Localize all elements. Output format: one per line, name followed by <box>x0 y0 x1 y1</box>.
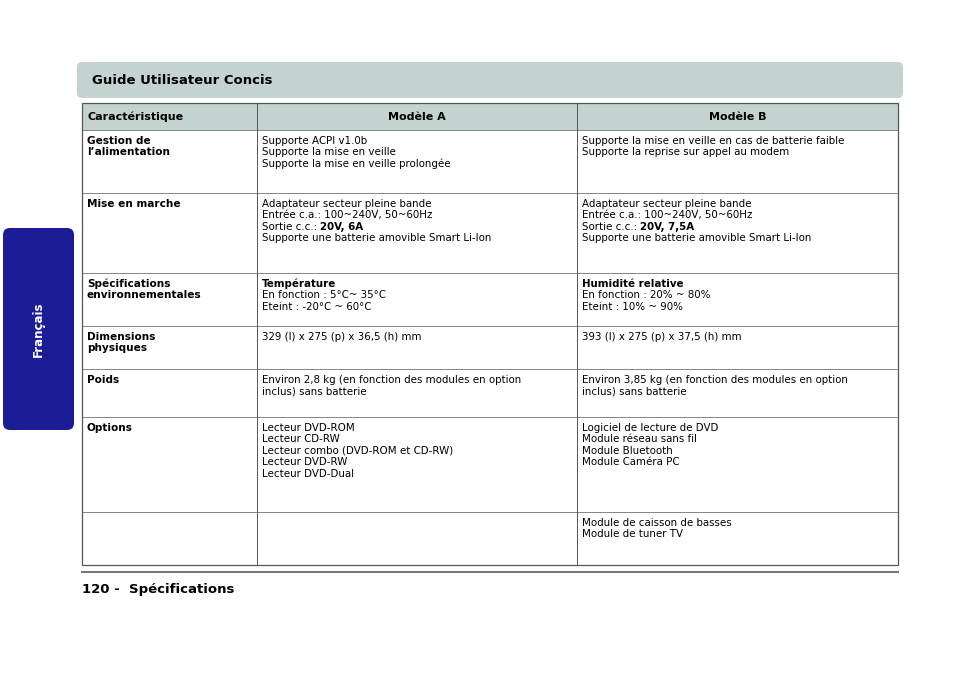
Text: Lecteur CD-RW: Lecteur CD-RW <box>262 434 339 444</box>
Text: Module de caisson de basses: Module de caisson de basses <box>581 518 731 528</box>
Text: Supporte la mise en veille: Supporte la mise en veille <box>262 147 395 157</box>
Text: Supporte ACPI v1.0b: Supporte ACPI v1.0b <box>262 136 367 146</box>
Text: Dimensions: Dimensions <box>87 332 155 342</box>
Text: 329 (l) x 275 (p) x 36,5 (h) mm: 329 (l) x 275 (p) x 36,5 (h) mm <box>262 332 421 342</box>
Text: Gestion de: Gestion de <box>87 136 151 146</box>
Text: Lecteur combo (DVD-ROM et CD-RW): Lecteur combo (DVD-ROM et CD-RW) <box>262 446 453 456</box>
Text: 393 (l) x 275 (p) x 37,5 (h) mm: 393 (l) x 275 (p) x 37,5 (h) mm <box>581 332 740 342</box>
Text: Sortie c.c.:: Sortie c.c.: <box>581 221 639 232</box>
Text: Lecteur DVD-Dual: Lecteur DVD-Dual <box>262 469 354 479</box>
Text: 120 -  Spécifications: 120 - Spécifications <box>82 583 234 596</box>
Text: Entrée c.a.: 100~240V, 50~60Hz: Entrée c.a.: 100~240V, 50~60Hz <box>262 210 432 220</box>
Text: Poids: Poids <box>87 375 119 385</box>
Text: Environ 3,85 kg (en fonction des modules en option: Environ 3,85 kg (en fonction des modules… <box>581 375 847 385</box>
Text: Entrée c.a.: 100~240V, 50~60Hz: Entrée c.a.: 100~240V, 50~60Hz <box>581 210 752 220</box>
Text: Humidité relative: Humidité relative <box>581 279 682 289</box>
FancyBboxPatch shape <box>3 228 74 430</box>
Text: Modèle B: Modèle B <box>708 112 765 122</box>
Text: Module Bluetooth: Module Bluetooth <box>581 446 672 456</box>
Text: Module Caméra PC: Module Caméra PC <box>581 457 679 467</box>
Text: Supporte une batterie amovible Smart Li-Ion: Supporte une batterie amovible Smart Li-… <box>581 234 810 243</box>
Text: Logiciel de lecture de DVD: Logiciel de lecture de DVD <box>581 423 718 433</box>
Text: En fonction : 5°C~ 35°C: En fonction : 5°C~ 35°C <box>262 290 385 300</box>
Text: Spécifications: Spécifications <box>87 279 171 289</box>
Text: Caractéristique: Caractéristique <box>88 111 184 122</box>
Text: Supporte la mise en veille en cas de batterie faible: Supporte la mise en veille en cas de bat… <box>581 136 843 146</box>
Text: Guide Utilisateur Concis: Guide Utilisateur Concis <box>91 73 273 87</box>
Text: Français: Français <box>32 302 45 357</box>
Text: Options: Options <box>87 423 132 433</box>
Text: inclus) sans batterie: inclus) sans batterie <box>262 386 366 396</box>
FancyBboxPatch shape <box>77 62 902 98</box>
Text: Supporte la mise en veille prolongée: Supporte la mise en veille prolongée <box>262 159 450 169</box>
Text: Adaptateur secteur pleine bande: Adaptateur secteur pleine bande <box>262 199 431 209</box>
Text: Température: Température <box>262 279 335 289</box>
Text: Sortie c.c.:: Sortie c.c.: <box>262 221 320 232</box>
Text: Supporte une batterie amovible Smart Li-Ion: Supporte une batterie amovible Smart Li-… <box>262 234 491 243</box>
Text: 20V, 7,5A: 20V, 7,5A <box>639 221 694 232</box>
Text: Module de tuner TV: Module de tuner TV <box>581 529 682 539</box>
Text: Modèle A: Modèle A <box>388 112 445 122</box>
Text: Environ 2,8 kg (en fonction des modules en option: Environ 2,8 kg (en fonction des modules … <box>262 375 520 385</box>
Text: Eteint : 10% ~ 90%: Eteint : 10% ~ 90% <box>581 302 682 312</box>
Text: physiques: physiques <box>87 343 147 353</box>
Text: Module réseau sans fil: Module réseau sans fil <box>581 434 696 444</box>
Text: environnementales: environnementales <box>87 290 201 300</box>
Text: inclus) sans batterie: inclus) sans batterie <box>581 386 686 396</box>
Text: Supporte la reprise sur appel au modem: Supporte la reprise sur appel au modem <box>581 147 788 157</box>
Text: Eteint : -20°C ~ 60°C: Eteint : -20°C ~ 60°C <box>262 302 371 312</box>
Text: Lecteur DVD-ROM: Lecteur DVD-ROM <box>262 423 355 433</box>
Text: Mise en marche: Mise en marche <box>87 199 180 209</box>
Bar <box>82 103 897 130</box>
Text: 20V, 6A: 20V, 6A <box>320 221 363 232</box>
Bar <box>82 103 897 565</box>
Text: l’alimentation: l’alimentation <box>87 147 170 157</box>
Text: Adaptateur secteur pleine bande: Adaptateur secteur pleine bande <box>581 199 751 209</box>
Text: En fonction : 20% ~ 80%: En fonction : 20% ~ 80% <box>581 290 710 300</box>
Text: Lecteur DVD-RW: Lecteur DVD-RW <box>262 457 347 467</box>
